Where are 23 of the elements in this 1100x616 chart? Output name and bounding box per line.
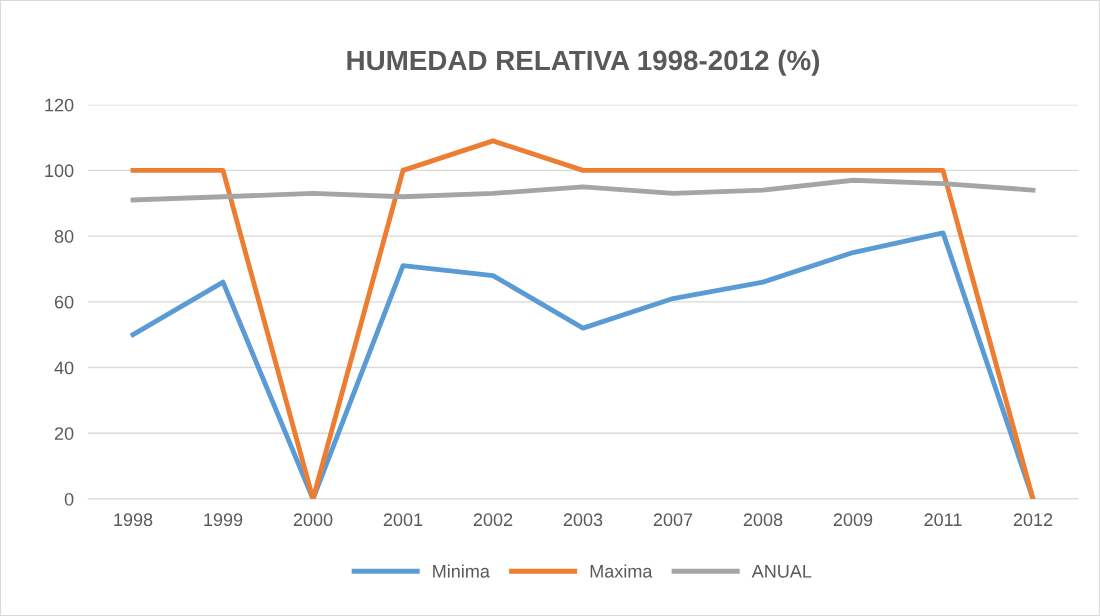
x-tick-label: 2011 bbox=[924, 513, 962, 527]
x-tick-label: 2000 bbox=[293, 513, 333, 527]
legend-label: ANUAL bbox=[751, 565, 812, 578]
x-tick-label: 2001 bbox=[383, 513, 423, 527]
line-series bbox=[130, 177, 1036, 203]
y-tick-label: 120 bbox=[45, 98, 74, 112]
x-tick-label: 2012 bbox=[1013, 513, 1053, 527]
legend-label: Minima bbox=[433, 564, 490, 578]
x-tick-label: 2007 bbox=[653, 513, 693, 527]
x-tick-label: 2008 bbox=[743, 513, 783, 527]
x-tick-label: 2009 bbox=[833, 513, 873, 527]
y-tick-label: 60 bbox=[54, 295, 74, 309]
x-tick-label: 1998 bbox=[114, 513, 153, 527]
y-tick-label: 100 bbox=[45, 164, 74, 178]
x-tick-label: 2003 bbox=[563, 513, 603, 527]
y-tick-label: 20 bbox=[54, 427, 74, 440]
x-tick-label: 2002 bbox=[473, 513, 513, 527]
y-tick-label: 0 bbox=[64, 492, 74, 506]
y-tick-label: 40 bbox=[54, 361, 74, 375]
chart-title: HUMEDAD RELATIVA 1998-2012 (%) bbox=[347, 49, 820, 76]
legend-label: Maxima bbox=[590, 564, 653, 578]
y-tick-label: 80 bbox=[54, 230, 74, 243]
x-tick-label: 1999 bbox=[204, 513, 243, 527]
